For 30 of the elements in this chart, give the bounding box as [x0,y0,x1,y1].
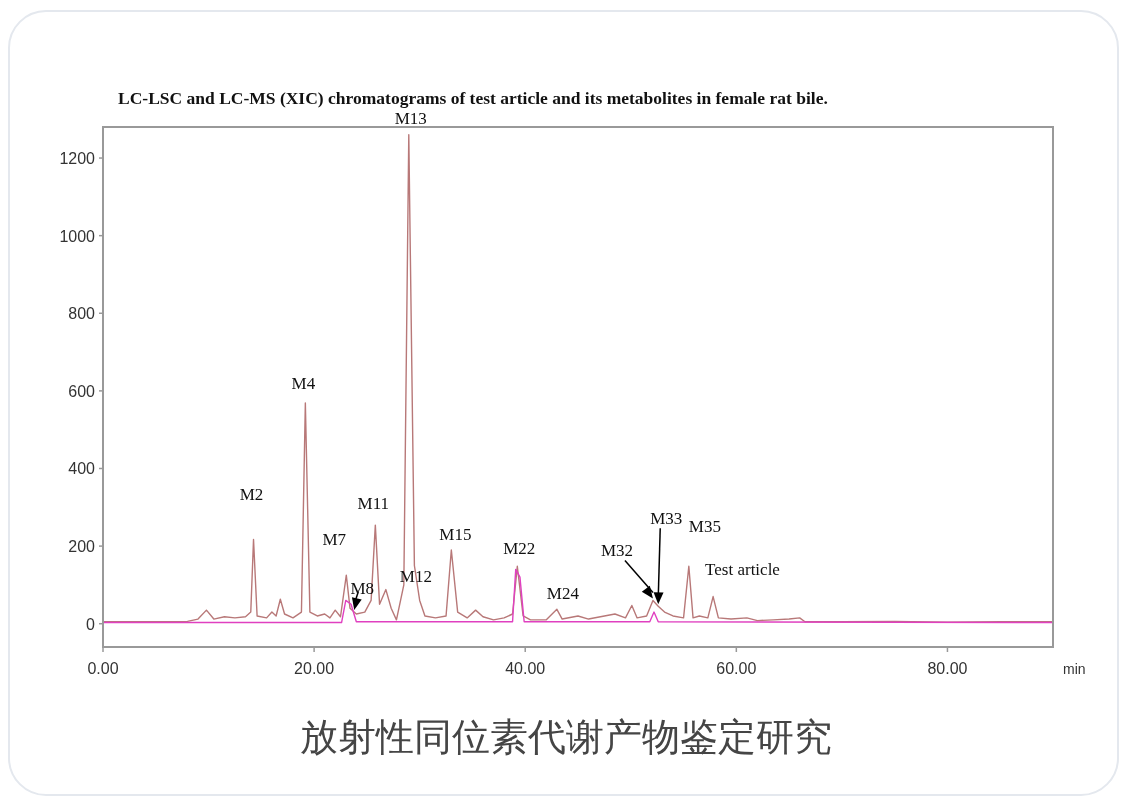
annotation: M11 [357,494,390,514]
y-tick-label: 0 [86,615,96,633]
annotation: M13 [394,109,427,128]
x-tick-label: 80.00 [927,660,968,677]
y-tick-label: 200 [68,538,96,556]
x-axis-title: min [1063,661,1086,677]
annotation: M2 [239,484,264,504]
annotation: M22 [503,539,536,559]
annotation: M8 [350,579,375,599]
y-tick-label: 1200 [59,150,96,168]
annotation: M32 [600,541,634,561]
annotation: M4 [291,373,316,393]
y-tick-label: 1000 [59,227,96,245]
y-tick-label: 600 [68,382,96,400]
annotation: M15 [439,524,472,544]
y-tick-label: 800 [68,305,96,323]
y-tick-label: 400 [68,460,96,478]
text: 放射性同位素代谢产物鉴定研究 [299,716,832,758]
line-series [102,134,1054,623]
x-tick-label: 0.00 [87,660,119,677]
x-tick-label: 20.00 [294,660,335,677]
chart-title: LC-LSC and LC-MS (XIC) chromatograms of test article and its metabolites in female rat bile. [118,88,828,108]
x-tick-label: 40.00 [505,660,546,677]
annotation: M35 [688,517,721,537]
x-tick-label: 60.00 [716,660,757,677]
annotation: M24 [546,584,580,604]
annotation: Test article [705,559,780,579]
annotation: M12 [399,566,432,586]
annotation: M7 [322,530,347,550]
annotation: M33 [650,509,683,529]
